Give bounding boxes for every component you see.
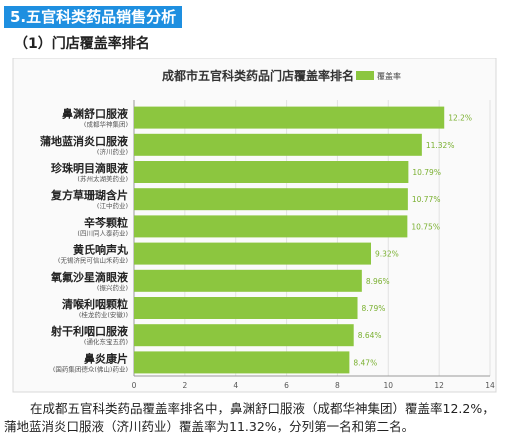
bar (134, 188, 408, 211)
legend-swatch (356, 71, 374, 80)
category-maker-label: (成都华神集团) (84, 120, 128, 129)
bar-value-label: 10.77% (412, 195, 441, 204)
bar (134, 106, 445, 129)
x-tick-label: 6 (284, 381, 289, 390)
bar (134, 351, 350, 374)
category-maker-label: (国药集团德众(佛山)药业) (53, 364, 128, 373)
category-maker-label: (苏州太湖美药业) (77, 174, 128, 183)
category-name-label: 辛芩颗粒 (84, 215, 128, 229)
bar (134, 324, 354, 347)
bar (134, 269, 362, 292)
x-tick-label: 8 (335, 381, 340, 390)
x-tick-label: 4 (233, 381, 238, 390)
bar (134, 133, 422, 156)
bar-value-label: 8.96% (366, 277, 390, 286)
category-maker-label: (桂龙药业(安徽)) (79, 310, 128, 319)
category-maker-label: (济川药业) (97, 147, 128, 156)
section-title: 5.五官科类药品销售分析 (4, 6, 183, 28)
bar (134, 242, 371, 265)
bar-value-label: 10.79% (412, 168, 441, 177)
caption-paragraph: 在成都五官科类药品覆盖率排名中，鼻渊舒口服液（成都华神集团）覆盖率12.2%，蒲… (4, 401, 495, 434)
category-name-label: 氧氟沙星滴眼液 (50, 270, 129, 284)
x-tick-label: 0 (132, 381, 137, 390)
bar (134, 161, 409, 183)
bar (134, 215, 408, 238)
bar-value-label: 10.75% (411, 222, 440, 231)
x-tick-label: 14 (485, 381, 495, 390)
x-tick-label: 10 (384, 381, 394, 390)
x-tick-label: 12 (434, 381, 444, 390)
bar-value-label: 8.79% (362, 304, 386, 313)
bar-value-label: 12.2% (448, 114, 472, 123)
bar-value-label: 8.47% (353, 358, 377, 367)
category-maker-label: (通化东宝五药) (84, 337, 128, 346)
category-maker-label: (振兴药业) (97, 283, 128, 292)
coverage-bar-chart: 成都市五官科类药品门店覆盖率排名 覆盖率 12.2% 鼻渊舒口服液(成都华神集团)… (12, 58, 497, 393)
category-name-label: 鼻炎康片 (84, 351, 128, 365)
bar-value-label: 8.64% (358, 331, 382, 340)
category-name-label: 鼻渊舒口服液 (62, 107, 129, 121)
bar (134, 297, 358, 319)
x-tick-label: 2 (182, 381, 187, 390)
category-name-label: 珍珠明目滴眼液 (51, 161, 129, 175)
category-name-label: 蒲地蓝消炎口服液 (40, 134, 129, 148)
bar-value-label: 11.32% (426, 141, 455, 150)
category-maker-label: (四川同人泰药业) (77, 228, 128, 237)
bar-value-label: 9.32% (375, 250, 399, 259)
chart-title: 成都市五官科类药品门店覆盖率排名 (162, 68, 354, 83)
legend-label: 覆盖率 (377, 71, 401, 81)
category-maker-label: (江中药业) (97, 201, 128, 210)
category-name-label: 清喉利咽颗粒 (62, 297, 128, 311)
category-maker-label: (无锡济民可信山禾药业) (58, 256, 128, 265)
sub-title: （1）门店覆盖率排名 (14, 36, 150, 52)
category-name-label: 射干利咽口服液 (50, 324, 129, 338)
category-name-label: 黄氏响声丸 (73, 243, 129, 257)
category-name-label: 复方草珊瑚含片 (50, 188, 128, 202)
